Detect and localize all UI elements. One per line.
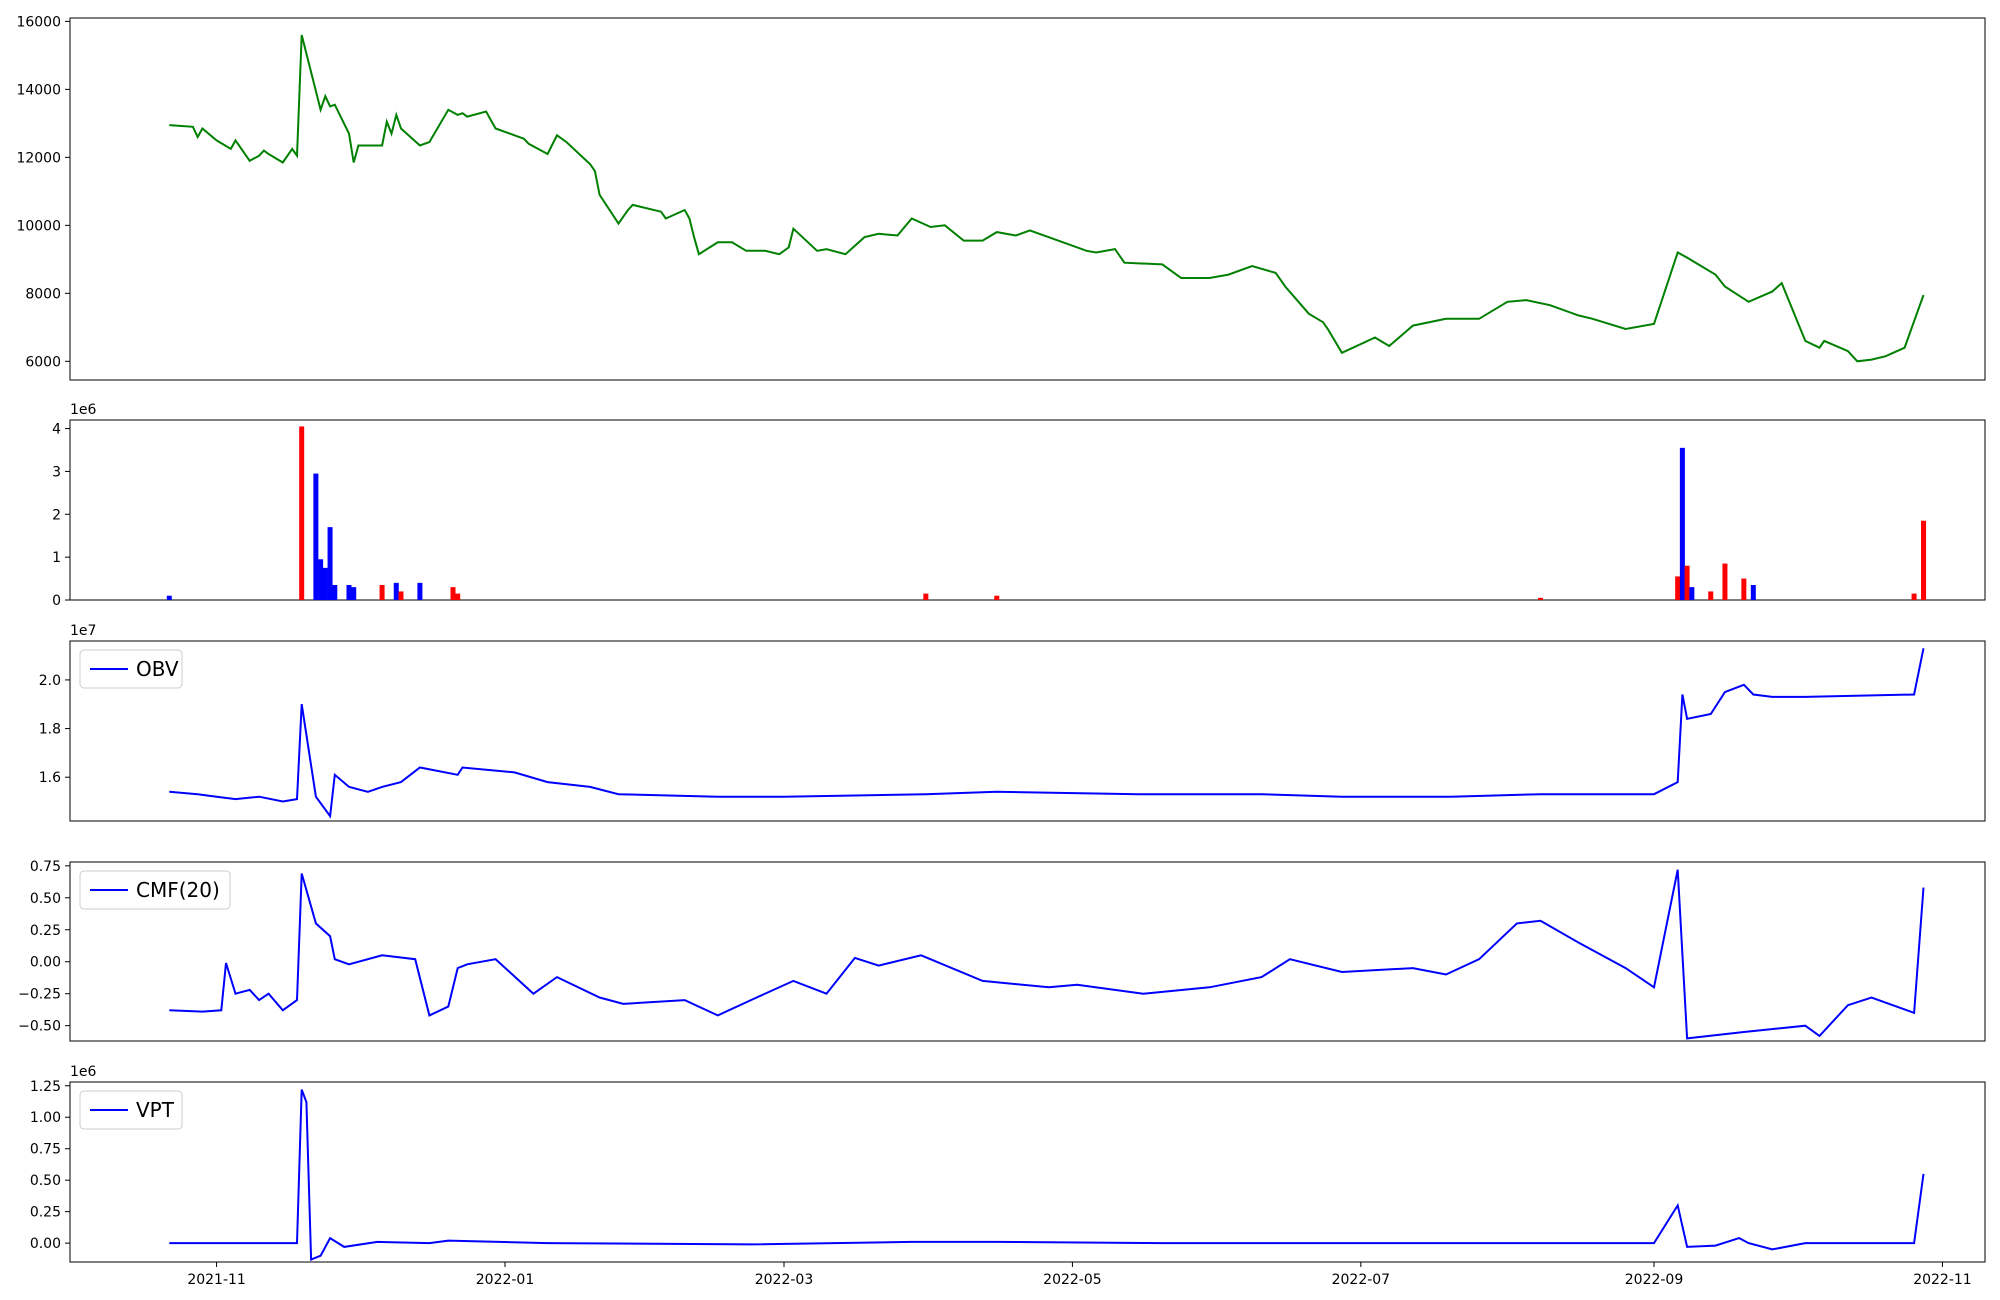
volume-bar bbox=[327, 527, 333, 600]
cmf-ytick-label: 0.25 bbox=[30, 923, 61, 939]
volume-bar bbox=[450, 587, 456, 600]
vpt-legend-label: VPT bbox=[136, 1098, 175, 1122]
volume-bar bbox=[318, 559, 324, 600]
vpt-line bbox=[169, 1089, 1925, 1261]
volume-bar bbox=[1675, 576, 1681, 600]
volume-bar bbox=[332, 585, 338, 600]
date-xtick-label: 2022-11 bbox=[1913, 1272, 1972, 1288]
volume-bar bbox=[1689, 587, 1695, 600]
volume-ytick-label: 2 bbox=[52, 507, 61, 523]
volume-bar bbox=[351, 587, 357, 600]
cmf-ytick-label: −0.25 bbox=[18, 987, 61, 1003]
cmf-ytick-label: −0.50 bbox=[18, 1019, 61, 1035]
price-panel-frame bbox=[69, 17, 1986, 381]
date-xtick-label: 2022-05 bbox=[1043, 1272, 1102, 1288]
volume-bar bbox=[1741, 578, 1747, 600]
volume-exponent-label: 1e6 bbox=[70, 402, 97, 418]
volume-bar bbox=[1921, 520, 1927, 600]
volume-ytick-label: 0 bbox=[52, 593, 61, 609]
price-ytick-label: 6000 bbox=[25, 354, 61, 370]
volume-bar bbox=[398, 591, 404, 600]
volume-bar bbox=[994, 595, 1000, 600]
date-xtick-label: 2022-07 bbox=[1332, 1272, 1391, 1288]
date-xtick-label: 2021-11 bbox=[187, 1272, 246, 1288]
cmf-ytick-label: 0.00 bbox=[30, 955, 61, 971]
volume-ytick-label: 3 bbox=[52, 464, 61, 480]
price-ytick-label: 16000 bbox=[16, 14, 61, 30]
volume-bar bbox=[1684, 565, 1690, 600]
volume-bar bbox=[923, 593, 929, 600]
obv-ytick-label: 1.6 bbox=[39, 770, 61, 786]
vpt-ytick-label: 1.00 bbox=[30, 1110, 61, 1126]
volume-bar bbox=[299, 426, 305, 600]
vpt-ytick-label: 0.00 bbox=[30, 1236, 61, 1252]
price-ytick-label: 8000 bbox=[25, 286, 61, 302]
volume-bar bbox=[1750, 585, 1756, 600]
volume-ytick-label: 4 bbox=[52, 422, 61, 438]
cmf-legend bbox=[79, 870, 231, 910]
volume-bar bbox=[455, 593, 461, 600]
volume-bar bbox=[379, 585, 385, 600]
volume-bar bbox=[1911, 593, 1917, 600]
vpt-ytick-label: 0.75 bbox=[30, 1142, 61, 1158]
obv-exponent-label: 1e7 bbox=[70, 623, 96, 639]
date-xtick-label: 2022-01 bbox=[476, 1272, 535, 1288]
volume-bar bbox=[1708, 591, 1714, 600]
obv-ytick-label: 1.8 bbox=[39, 722, 61, 738]
obv-legend-label: OBV bbox=[136, 657, 179, 681]
vpt-exponent-label: 1e6 bbox=[70, 1064, 97, 1080]
date-xtick-label: 2022-03 bbox=[755, 1272, 814, 1288]
cmf-line bbox=[169, 869, 1925, 1040]
volume-ytick-label: 1 bbox=[52, 550, 61, 566]
obv-line bbox=[169, 648, 1925, 819]
cmf-ytick-label: 0.50 bbox=[30, 891, 61, 907]
volume-bar bbox=[1722, 563, 1728, 600]
volume-bar bbox=[1538, 597, 1544, 600]
cmf-panel-frame bbox=[69, 861, 1986, 1042]
vpt-legend bbox=[79, 1090, 183, 1130]
cmf-legend-label: CMF(20) bbox=[136, 878, 220, 902]
vpt-ytick-label: 0.25 bbox=[30, 1205, 61, 1221]
cmf-ytick-label: 0.75 bbox=[30, 859, 61, 875]
date-xtick-label: 2022-09 bbox=[1625, 1272, 1684, 1288]
price-ytick-label: 10000 bbox=[16, 218, 61, 234]
vpt-panel-frame bbox=[69, 1081, 1986, 1263]
obv-panel-frame bbox=[69, 640, 1986, 822]
volume-bar bbox=[1679, 447, 1685, 600]
volume-bar bbox=[313, 473, 319, 600]
volume-bar bbox=[166, 595, 172, 600]
obv-legend bbox=[79, 649, 183, 689]
volume-bar bbox=[322, 567, 328, 600]
volume-panel-frame bbox=[69, 419, 1986, 601]
vpt-ytick-label: 0.50 bbox=[30, 1173, 61, 1189]
vpt-ytick-label: 1.25 bbox=[30, 1079, 61, 1095]
price-ytick-label: 14000 bbox=[16, 82, 61, 98]
obv-ytick-label: 2.0 bbox=[39, 673, 61, 689]
price-line bbox=[169, 34, 1925, 363]
volume-bar bbox=[393, 582, 399, 600]
volume-bar bbox=[417, 582, 423, 600]
volume-bar bbox=[346, 585, 352, 600]
price-ytick-label: 12000 bbox=[16, 150, 61, 166]
